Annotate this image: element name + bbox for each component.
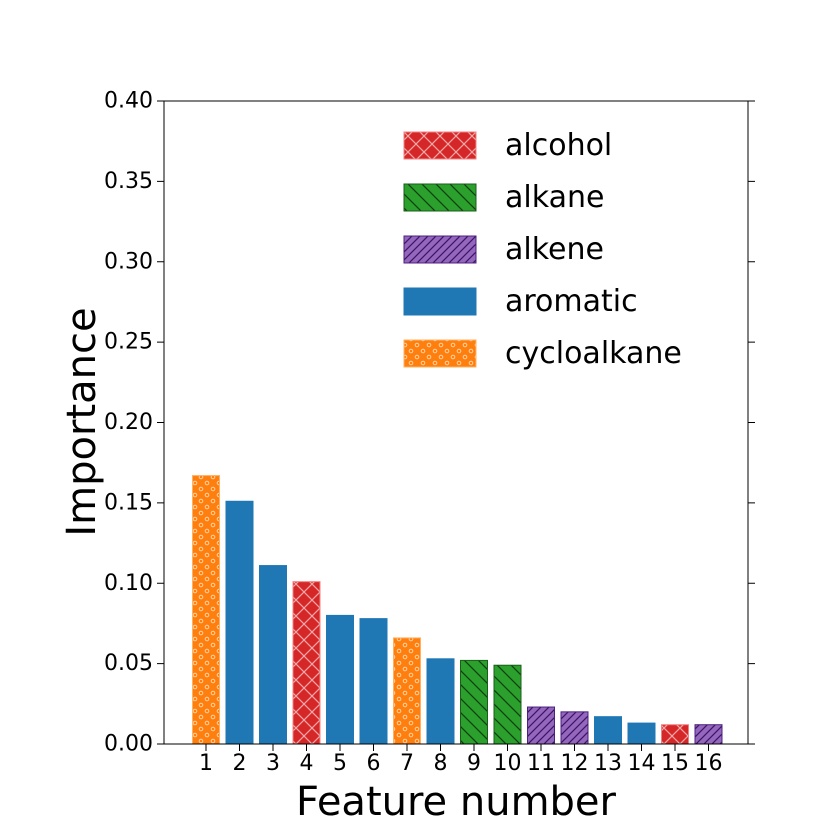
legend: alcohol alkane alkene aromatic cycloalkane xyxy=(403,128,682,371)
y-axis: 0.00 0.05 0.10 0.15 0.20 0.25 0.30 0.35 0.40 xyxy=(104,89,755,757)
y-tick-label: 0.40 xyxy=(104,89,153,114)
x-tick-label-5: 5 xyxy=(333,751,347,776)
x-tick-label-14: 14 xyxy=(628,751,656,776)
legend-swatch-alcohol xyxy=(403,131,477,160)
bar-feature-16 xyxy=(694,724,723,745)
x-tick-label-7: 7 xyxy=(400,751,414,776)
x-axis: 1 2 3 4 5 6 7 8 9 10 11 12 13 14 15 16 xyxy=(199,744,723,776)
legend-swatch-aromatic xyxy=(403,287,477,316)
bar-feature-10 xyxy=(493,664,522,745)
legend-label-alkene: alkene xyxy=(505,232,604,267)
legend-swatch-alkene xyxy=(403,235,477,264)
bar-feature-13 xyxy=(594,716,622,745)
legend-swatch-alkane xyxy=(403,183,477,212)
bar-feature-2 xyxy=(225,500,254,745)
x-tick-label-15: 15 xyxy=(661,751,689,776)
x-tick-label-4: 4 xyxy=(300,751,314,776)
x-axis-title: Feature number xyxy=(296,779,617,825)
x-tick-label-8: 8 xyxy=(434,751,448,776)
x-tick-label-9: 9 xyxy=(467,751,481,776)
x-tick-label-6: 6 xyxy=(367,751,381,776)
bars-layer xyxy=(192,475,723,745)
y-tick-label: 0.10 xyxy=(104,571,153,596)
bar-feature-8 xyxy=(426,658,455,745)
bar-feature-3 xyxy=(259,565,287,745)
bar-feature-4 xyxy=(292,581,321,745)
x-tick-label-2: 2 xyxy=(233,751,247,776)
y-tick-label: 0.15 xyxy=(104,490,153,515)
plot-frame xyxy=(163,100,749,745)
bar-feature-12 xyxy=(560,711,589,745)
y-tick-label: 0.35 xyxy=(104,169,153,194)
x-tick-label-13: 13 xyxy=(594,751,622,776)
y-tick-label: 0.05 xyxy=(104,651,153,676)
x-tick-label-11: 11 xyxy=(527,751,555,776)
y-tick-label: 0.00 xyxy=(104,732,153,757)
x-tick-label-10: 10 xyxy=(494,751,522,776)
x-tick-label-16: 16 xyxy=(695,751,723,776)
bar-feature-5 xyxy=(326,614,354,745)
bar-feature-6 xyxy=(359,618,388,745)
x-tick-label-3: 3 xyxy=(266,751,280,776)
bar-feature-9 xyxy=(460,659,488,745)
y-tick-label: 0.30 xyxy=(104,249,153,274)
bar-feature-14 xyxy=(627,722,656,745)
legend-label-alkane: alkane xyxy=(505,180,604,215)
x-tick-label-1: 1 xyxy=(199,751,213,776)
bar-feature-1 xyxy=(192,475,220,745)
bar-feature-11 xyxy=(527,706,555,745)
y-tick-label: 0.25 xyxy=(104,330,153,355)
legend-label-alcohol: alcohol xyxy=(505,128,612,163)
y-axis-title: Importance xyxy=(59,307,105,536)
x-tick-label-12: 12 xyxy=(561,751,589,776)
legend-swatch-cycloalkane xyxy=(403,339,477,368)
legend-label-cycloalkane: cycloalkane xyxy=(505,336,682,371)
legend-label-aromatic: aromatic xyxy=(505,284,638,319)
bar-feature-15 xyxy=(661,724,689,745)
bar-feature-7 xyxy=(393,637,421,745)
y-tick-label: 0.20 xyxy=(104,410,153,435)
